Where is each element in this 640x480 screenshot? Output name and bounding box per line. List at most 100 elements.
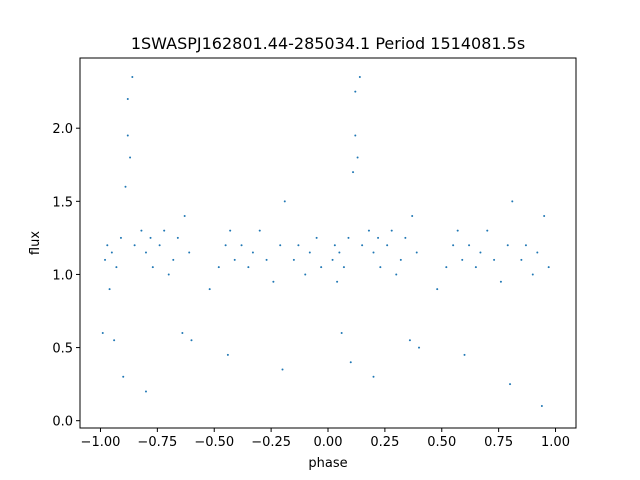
data-point (395, 273, 398, 276)
data-point (240, 244, 243, 247)
data-point (474, 266, 477, 269)
data-point (456, 229, 459, 232)
data-point (336, 280, 339, 283)
data-point (149, 236, 152, 239)
x-tick-label: −1.00 (81, 435, 121, 450)
data-point (463, 353, 466, 356)
data-point (354, 134, 357, 137)
x-tick-label: 0.25 (370, 435, 399, 450)
data-point (247, 266, 250, 269)
data-point (506, 244, 509, 247)
data-point (411, 214, 414, 217)
data-point (126, 97, 129, 100)
y-axis-ticks: 0.0 0.5 1.0 1.5 2.0 (52, 122, 80, 430)
data-point (113, 339, 116, 342)
data-point (340, 331, 343, 334)
x-tick-label: −0.25 (251, 435, 291, 450)
x-tick-label: 1.00 (541, 435, 570, 450)
y-axis-label: flux (28, 231, 43, 255)
data-point (258, 229, 261, 232)
data-point (251, 251, 254, 254)
data-point (129, 156, 132, 159)
data-point (436, 288, 439, 291)
x-tick-label: 0.75 (484, 435, 513, 450)
data-points (101, 76, 550, 408)
data-point (415, 251, 418, 254)
data-point (499, 280, 502, 283)
data-point (349, 361, 352, 364)
data-point (372, 251, 375, 254)
data-point (543, 214, 546, 217)
data-point (304, 273, 307, 276)
x-tick-label: −0.50 (194, 435, 234, 450)
data-point (190, 339, 193, 342)
data-point (297, 244, 300, 247)
x-tick-label: 0.00 (314, 435, 343, 450)
data-point (183, 214, 186, 217)
data-point (509, 383, 512, 386)
data-point (547, 266, 550, 269)
data-point (358, 76, 361, 79)
data-point (445, 266, 448, 269)
data-point (308, 251, 311, 254)
data-point (224, 244, 227, 247)
data-point (101, 331, 104, 334)
data-point (110, 251, 113, 254)
data-point (176, 236, 179, 239)
data-point (108, 288, 111, 291)
x-axis-ticks: −1.00 −0.75 −0.50 −0.25 0.00 0.25 0.50 0.75 1.00 (81, 428, 570, 450)
x-tick-label: −0.75 (137, 435, 177, 450)
data-point (163, 229, 166, 232)
data-point (333, 244, 336, 247)
data-point (140, 229, 143, 232)
data-point (208, 288, 211, 291)
data-point (418, 346, 421, 349)
data-point (486, 229, 489, 232)
data-point (479, 251, 482, 254)
x-axis-label: phase (308, 456, 347, 471)
data-point (361, 244, 364, 247)
data-point (342, 266, 345, 269)
data-point (536, 251, 539, 254)
data-point (315, 236, 318, 239)
data-point (104, 258, 107, 261)
y-tick-label: 1.0 (52, 268, 73, 283)
data-point (151, 266, 154, 269)
data-point (352, 171, 355, 174)
data-point (119, 236, 122, 239)
data-point (158, 244, 161, 247)
data-point (126, 134, 129, 137)
chart-title: 1SWASPJ162801.44-285034.1 Period 1514081… (131, 34, 525, 53)
data-point (356, 156, 359, 159)
data-point (367, 229, 370, 232)
data-point (347, 236, 350, 239)
data-point (144, 390, 147, 393)
data-point (379, 266, 382, 269)
data-point (461, 258, 464, 261)
data-point (131, 76, 134, 79)
y-tick-label: 0.0 (52, 415, 73, 430)
data-point (229, 229, 232, 232)
data-point (524, 244, 527, 247)
data-point (354, 90, 357, 93)
data-point (172, 258, 175, 261)
data-point (292, 258, 295, 261)
data-point (404, 236, 407, 239)
data-point (124, 185, 127, 188)
data-point (390, 229, 393, 232)
data-point (531, 273, 534, 276)
data-point (115, 266, 118, 269)
data-point (408, 339, 411, 342)
data-point (338, 251, 341, 254)
data-point (272, 280, 275, 283)
data-point (399, 258, 402, 261)
y-tick-label: 2.0 (52, 122, 73, 137)
y-tick-label: 1.5 (52, 195, 73, 210)
data-point (122, 375, 125, 378)
data-point (493, 258, 496, 261)
data-point (283, 200, 286, 203)
data-point (279, 244, 282, 247)
data-point (377, 236, 380, 239)
